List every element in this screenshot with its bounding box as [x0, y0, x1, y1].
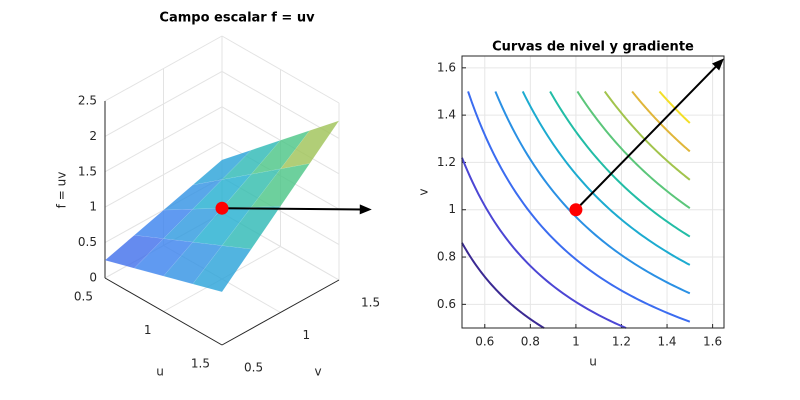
- z-tick-label: 1: [89, 200, 97, 214]
- contour-line: [549, 90, 691, 238]
- contour-line: [461, 157, 627, 329]
- contour-line: [521, 91, 691, 266]
- y-tick-label: 0.6: [437, 297, 456, 311]
- axis-line: [104, 277, 223, 346]
- y-tick-label: 0.8: [437, 250, 456, 264]
- grid-line: [104, 141, 223, 208]
- axis-line: [221, 279, 340, 346]
- v-axis-label: v: [314, 365, 321, 379]
- contour-line: [494, 91, 691, 295]
- surface-patch: [192, 245, 252, 293]
- z-tick-label: 2.5: [78, 94, 97, 108]
- axes-box: [461, 55, 725, 329]
- z-tick-label: 0.5: [78, 235, 97, 249]
- contour-title: Curvas de nivel y gradiente: [492, 40, 694, 55]
- y-tick-label: 1.4: [437, 108, 456, 122]
- grid-line: [221, 70, 340, 139]
- u-tick-label: 1: [144, 323, 152, 337]
- x-tick-label: 0.6: [475, 335, 494, 349]
- grid-line: [221, 35, 340, 104]
- contour-line: [576, 90, 691, 209]
- v-tick-label: 0.5: [244, 361, 263, 375]
- surface-patch: [221, 206, 281, 250]
- z-tick-label: 2: [89, 129, 97, 143]
- x-tick-label: 0.8: [521, 335, 540, 349]
- x-tick-label: 1: [572, 335, 580, 349]
- point-marker: [215, 201, 229, 215]
- y-axis-label: v: [417, 188, 431, 195]
- grid-line: [104, 70, 223, 137]
- contour-line: [461, 242, 545, 329]
- u-tick-label: 1.5: [191, 357, 210, 371]
- x-tick-label: 1.2: [612, 335, 631, 349]
- contour-line: [603, 90, 691, 181]
- point-marker: [569, 203, 583, 217]
- v-tick-label: 1.5: [361, 296, 380, 310]
- z-tick-label: 0: [89, 271, 97, 285]
- arrow-head: [712, 58, 724, 71]
- z-tick-label: 1.5: [78, 164, 97, 178]
- v-tick-label: 1: [303, 328, 311, 342]
- contour-line: [467, 91, 691, 323]
- grid-line: [104, 35, 223, 102]
- x-tick-label: 1.4: [657, 335, 676, 349]
- y-tick-label: 1: [448, 202, 456, 216]
- u-axis-label: u: [156, 365, 164, 379]
- y-tick-label: 1.6: [437, 60, 456, 74]
- x-tick-label: 1.6: [703, 335, 722, 349]
- y-tick-label: 1.2: [437, 155, 456, 169]
- surface-title: Campo escalar f = uv: [159, 11, 315, 26]
- z-axis-label: f = uv: [55, 172, 69, 209]
- arrow-head: [359, 204, 372, 215]
- x-axis-label: u: [589, 355, 597, 369]
- grid-line: [104, 106, 223, 173]
- u-tick-label: 0.5: [74, 290, 93, 304]
- gradient-arrow: [221, 207, 364, 211]
- gradient-arrow: [575, 63, 720, 211]
